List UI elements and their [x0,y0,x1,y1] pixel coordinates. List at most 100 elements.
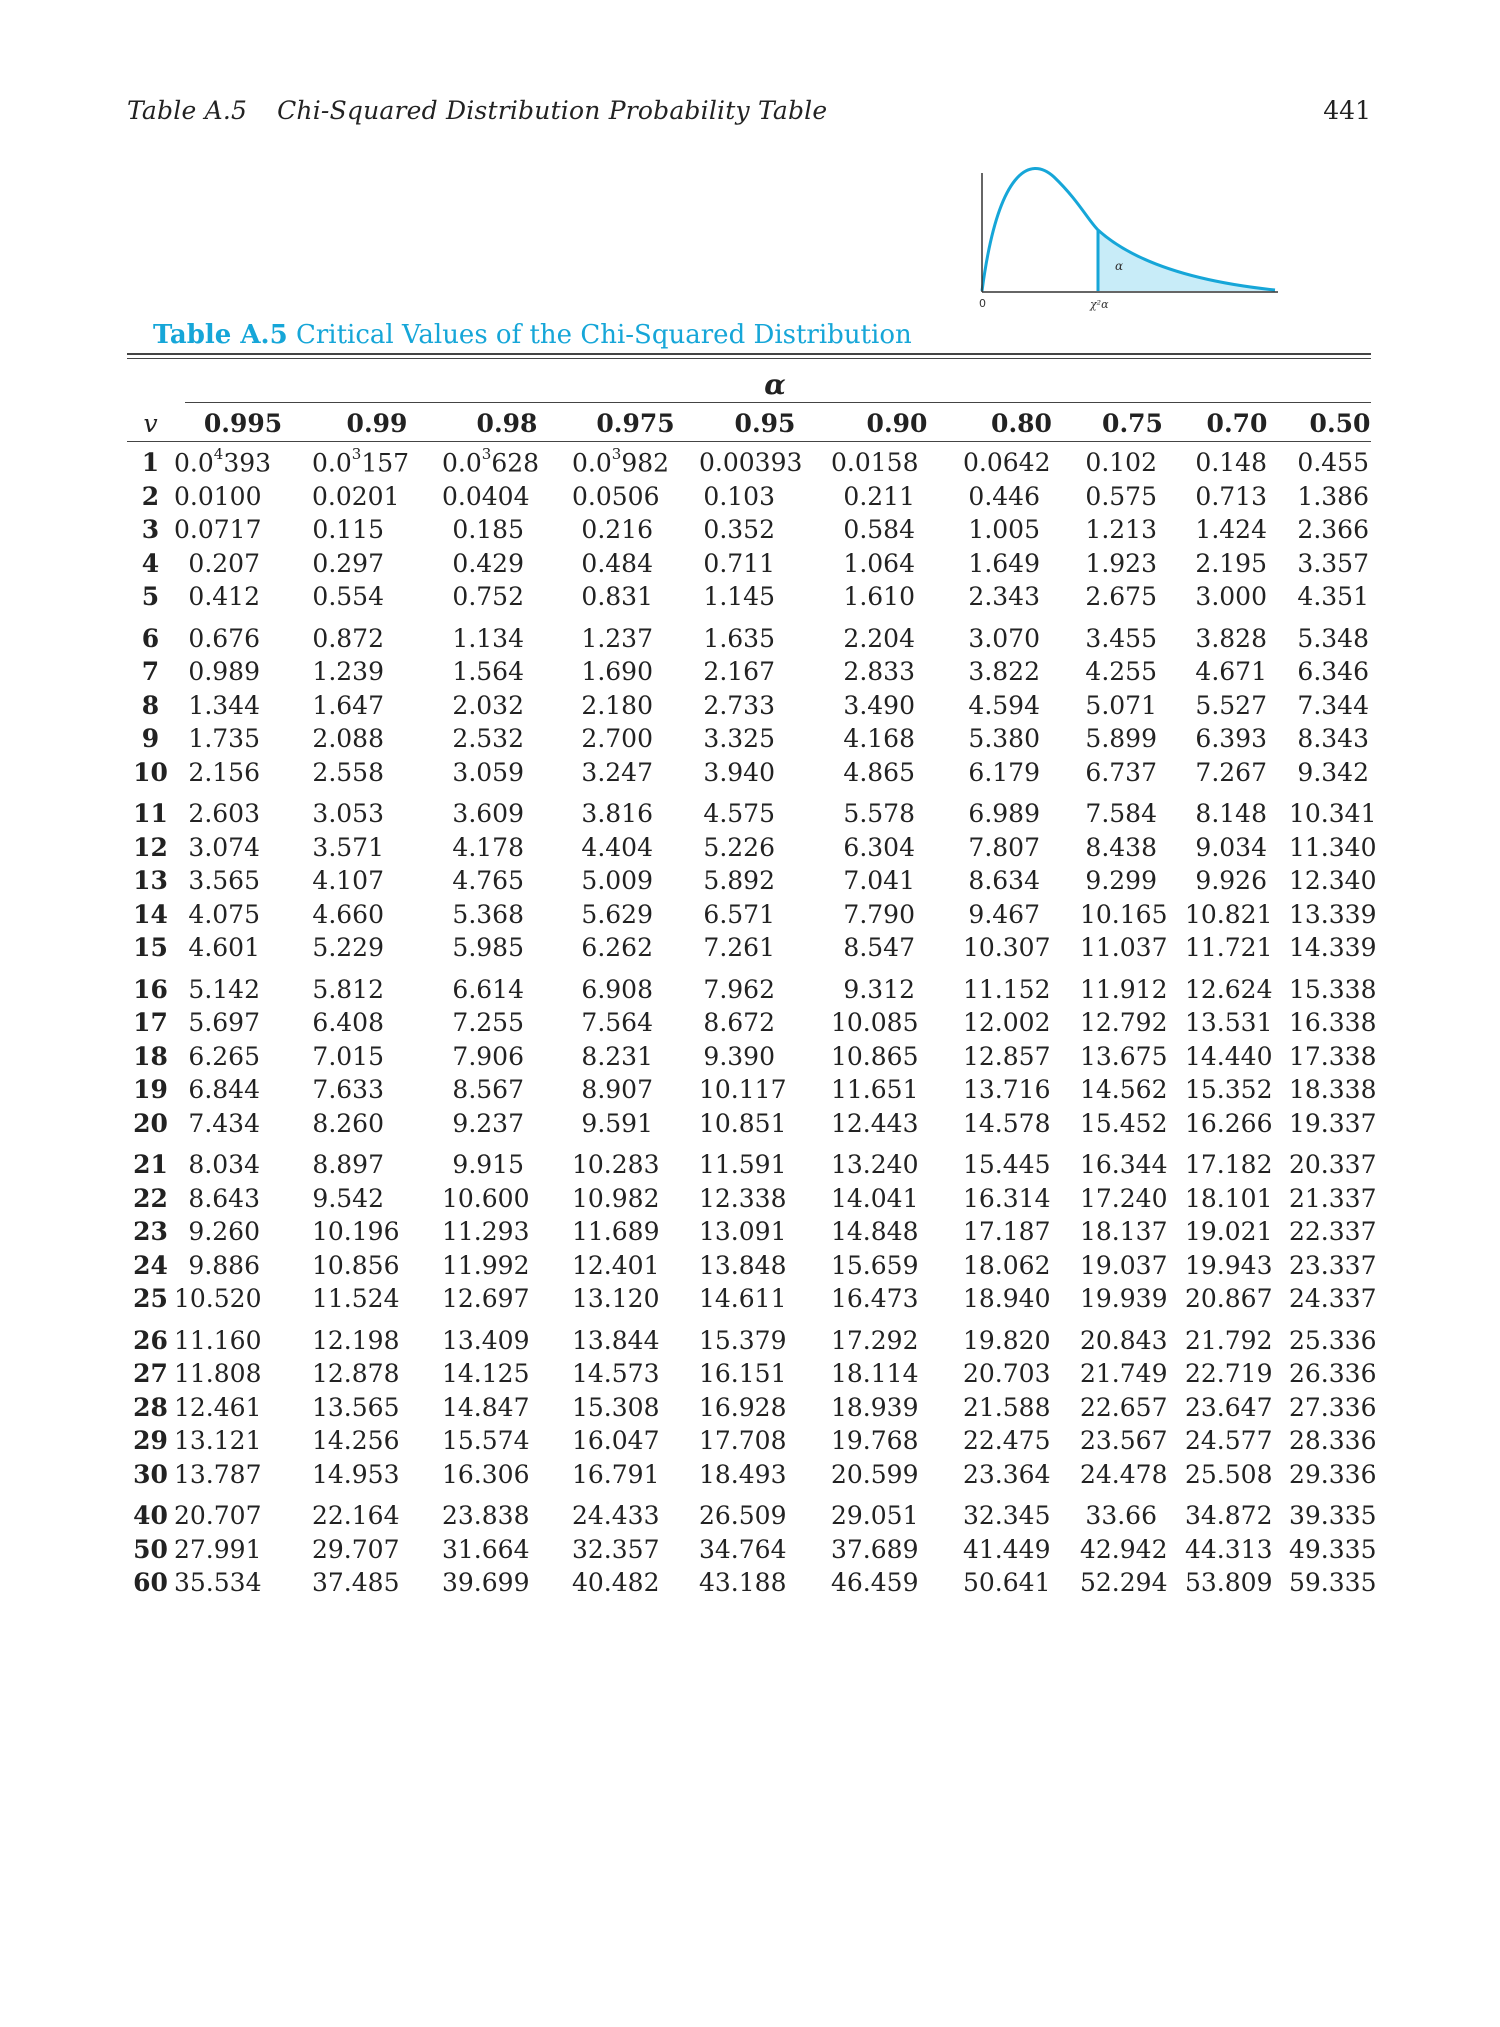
critical-value-cell: 0.211 [843,481,915,511]
critical-value-cell: 0.0404 [442,481,530,511]
critical-value-cell: 16.047 [572,1426,660,1456]
critical-value-cell: 20.599 [831,1459,919,1489]
critical-value-cell: 2.366 [1297,515,1369,545]
degrees-of-freedom: 26 [133,1325,168,1355]
critical-value-cell: 18.137 [1080,1217,1168,1247]
table-row: 2 0.0100 0.0201 0.0404 0.0506 0.103 0.211 0.446… [127,480,1391,514]
critical-value-cell: 0.429 [452,548,524,578]
header-row: v 0.995 0.99 0.98 0.975 0.95 0.90 0.80 0.75 0.70… [127,404,1391,442]
critical-value-cell: 2.204 [843,623,915,653]
critical-value-cell: 9.390 [703,1041,775,1071]
critical-value-cell: 0.185 [452,515,524,545]
critical-value-cell: 7.041 [843,866,915,896]
critical-value-cell: 9.299 [1085,866,1157,896]
table-row: 27 11.808 12.878 14.125 14.573 16.151 18.114 20… [127,1357,1391,1391]
critical-value-cell: 1.610 [843,582,915,612]
critical-value-cell: 9.915 [452,1150,524,1180]
table-row: 40 20.707 22.164 23.838 24.433 26.509 29.051 32… [127,1491,1391,1533]
critical-value-cell: 17.240 [1080,1183,1168,1213]
critical-value-cell: 8.260 [312,1108,384,1138]
critical-value-cell: 12.697 [442,1284,530,1314]
alpha-column-header: 0.95 [734,408,796,438]
critical-value-cell: 16.791 [572,1459,660,1489]
critical-value-cell: 29.051 [831,1501,919,1531]
critical-value-cell: 11.808 [174,1359,262,1389]
critical-value-cell: 15.659 [831,1250,919,1280]
critical-value-cell: 20.337 [1289,1150,1377,1180]
critical-value-cell: 21.792 [1185,1325,1273,1355]
critical-value-cell: 0.0506 [572,481,660,511]
critical-value-cell: 12.198 [312,1325,400,1355]
alpha-header: α [764,368,786,401]
critical-value-cell: 10.865 [831,1041,919,1071]
critical-value-cell: 1.649 [968,548,1040,578]
critical-value-cell: 2.532 [452,724,524,754]
critical-value-cell: 44.313 [1185,1534,1273,1564]
alpha-label: α [1115,259,1123,273]
critical-value-cell: 3.053 [312,799,384,829]
critical-value-cell: 18.939 [831,1392,919,1422]
critical-value-cell: 0.115 [312,515,384,545]
critical-value-cell: 26.336 [1289,1359,1377,1389]
degrees-of-freedom: 30 [133,1459,168,1489]
table-row: 3 0.0717 0.115 0.185 0.216 0.352 0.584 1.005 1.2… [127,513,1391,547]
degrees-of-freedom: 8 [141,690,160,720]
critical-value-cell: 17.708 [699,1426,787,1456]
critical-value-cell: 15.379 [699,1325,787,1355]
critical-value-cell: 0.989 [188,657,260,687]
critical-value-cell: 0.0642 [963,448,1051,478]
critical-value-cell: 3.455 [1085,623,1157,653]
critical-value-label: χ²α [1089,298,1109,311]
critical-value-cell: 4.601 [188,933,260,963]
critical-value-cell: 4.168 [843,724,915,754]
critical-value-cell: 11.992 [442,1250,530,1280]
critical-value-cell: 8.231 [581,1041,653,1071]
critical-value-cell: 7.584 [1085,799,1157,829]
alpha-column-header: 0.80 [991,408,1052,438]
table-row: 60 35.534 37.485 39.699 40.482 43.188 46.459 50… [127,1566,1391,1600]
critical-value-cell: 7.267 [1195,757,1267,787]
critical-value-cell: 7.344 [1297,690,1369,720]
critical-value-cell: 8.907 [581,1075,653,1105]
critical-value-cell: 5.380 [968,724,1040,754]
degrees-of-freedom: 40 [133,1501,168,1531]
critical-value-cell: 29.707 [312,1534,400,1564]
critical-value-cell: 0.872 [312,623,384,653]
critical-value-cell: 11.591 [699,1150,787,1180]
critical-value-cell: 32.357 [572,1534,660,1564]
critical-value-cell: 16.928 [699,1392,787,1422]
critical-value-cell: 0.752 [452,582,524,612]
critical-value-cell: 14.339 [1289,933,1377,963]
page-number: 441 [1323,96,1371,125]
critical-value-cell: 2.088 [312,724,384,754]
critical-value-cell: 23.567 [1080,1426,1168,1456]
critical-value-cell: 13.240 [831,1150,919,1180]
critical-value-cell: 22.475 [963,1426,1051,1456]
critical-value-cell: 19.820 [963,1325,1051,1355]
table-row: 23 9.260 10.196 11.293 11.689 13.091 14.848 17.… [127,1215,1391,1249]
critical-value-cell: 14.041 [831,1183,919,1213]
critical-value-cell: 6.989 [968,799,1040,829]
critical-value-cell: 4.107 [312,866,384,896]
critical-value-cell: 10.283 [572,1150,660,1180]
critical-value-cell: 14.256 [312,1426,400,1456]
table-row: 19 6.844 7.633 8.567 8.907 10.117 11.651 13.716… [127,1073,1391,1107]
critical-value-cell: 25.336 [1289,1325,1377,1355]
critical-value-cell: 7.564 [581,1008,653,1038]
tail-area [1098,230,1275,291]
degrees-of-freedom: 28 [133,1392,168,1422]
critical-value-cell: 19.943 [1185,1250,1273,1280]
critical-value-cell: 13.409 [442,1325,530,1355]
critical-value-cell: 2.167 [703,657,775,687]
critical-value-cell: 0.831 [581,582,653,612]
critical-value-cell: 11.721 [1185,933,1273,963]
critical-value-cell: 1.145 [703,582,775,612]
critical-value-cell: 14.573 [572,1359,660,1389]
degrees-of-freedom: 1 [141,448,160,478]
critical-value-cell: 4.075 [188,899,260,929]
table-body: 1 0.04393 0.03157 0.03628 0.03982 0.00393 0.01… [127,442,1391,1600]
critical-value-cell: 12.340 [1289,866,1377,896]
critical-value-cell: 17.338 [1289,1041,1377,1071]
critical-value-cell: 3.000 [1195,582,1267,612]
critical-value-cell: 9.237 [452,1108,524,1138]
